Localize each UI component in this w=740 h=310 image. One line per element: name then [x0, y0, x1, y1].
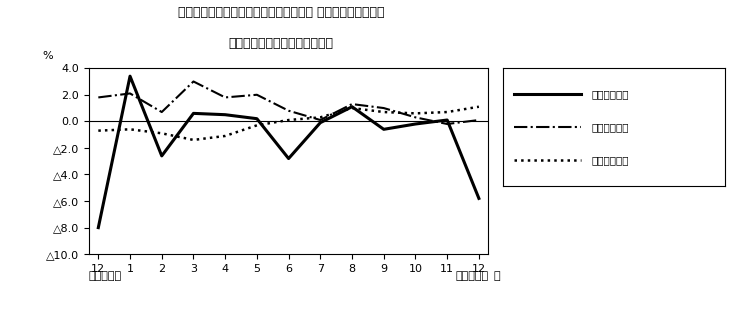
Text: 平成２１年: 平成２１年 [89, 271, 122, 281]
Text: 第４図　賃金、労働時間、常用雇用指数 対前年同月比の推移: 第４図 賃金、労働時間、常用雇用指数 対前年同月比の推移 [178, 6, 385, 19]
Text: 現金給与総額: 現金給与総額 [592, 89, 630, 99]
Text: 総実労働時間: 総実労働時間 [592, 122, 630, 132]
Text: （規模５人以上　調査産業計）: （規模５人以上 調査産業計） [229, 37, 334, 50]
Text: 常用雇用指数: 常用雇用指数 [592, 155, 630, 165]
Text: 月: 月 [494, 271, 500, 281]
Text: %: % [42, 51, 53, 61]
Text: 平成２２年: 平成２２年 [455, 271, 488, 281]
